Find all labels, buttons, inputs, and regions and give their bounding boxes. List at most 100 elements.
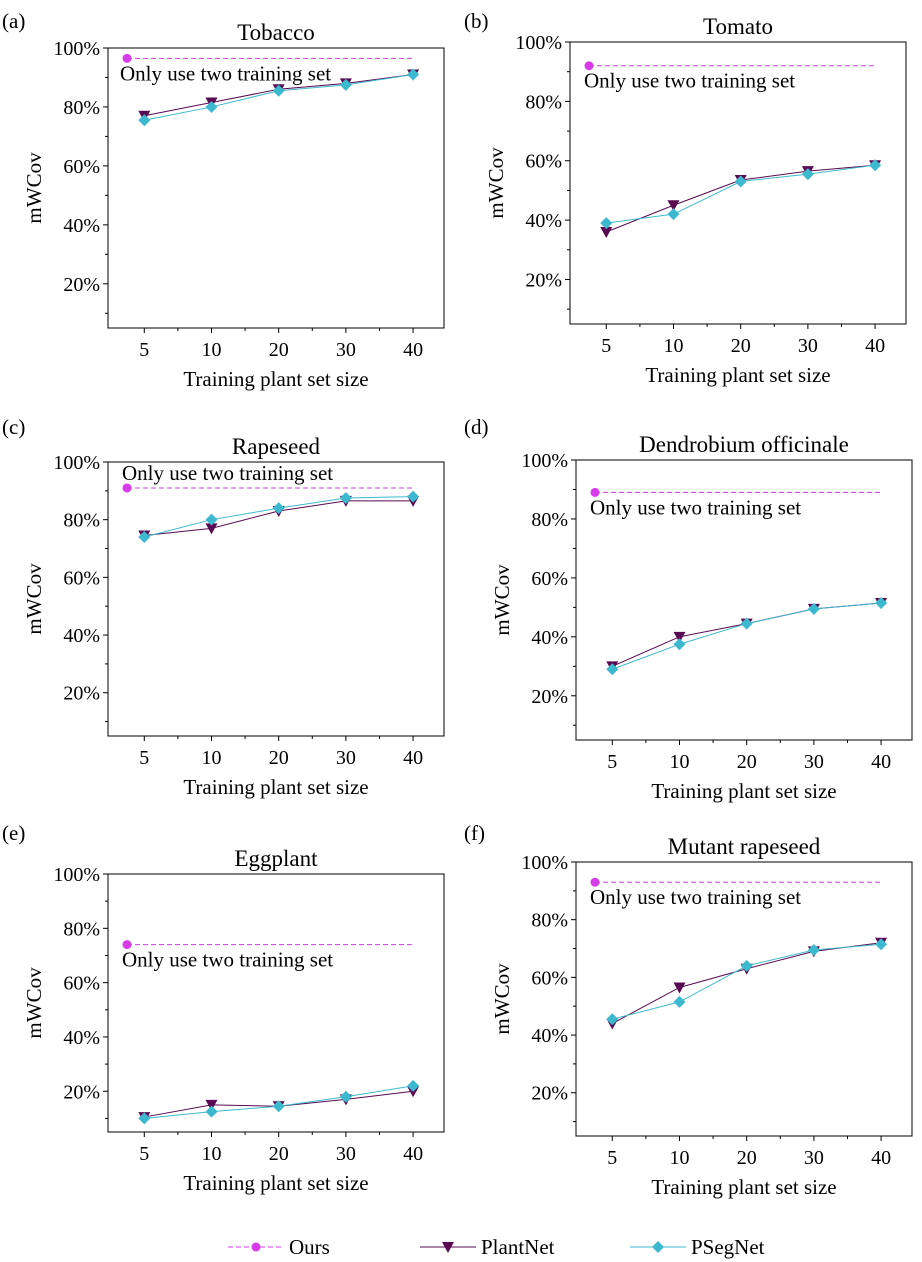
x-tick-label: 10: [201, 747, 221, 769]
psegnet-point: [734, 175, 747, 188]
x-tick-label: 5: [601, 335, 611, 357]
x-axis-label: Training plant set size: [183, 367, 368, 391]
plantnet-point: [673, 631, 686, 643]
legend-marker: [652, 1241, 664, 1253]
y-tick-label: 60%: [531, 568, 568, 590]
x-tick-label: 5: [139, 339, 149, 361]
legend-marker: [442, 1242, 454, 1253]
y-axis-label: mWCov: [22, 152, 46, 224]
y-tick-label: 100%: [53, 452, 100, 474]
panel-title: Tomato: [703, 14, 773, 39]
psegnet-point: [272, 1100, 285, 1113]
legend-label: Ours: [289, 1235, 330, 1259]
psegnet-line: [612, 943, 882, 1020]
y-tick-label: 100%: [53, 38, 100, 60]
y-axis-label: mWCov: [490, 564, 514, 636]
psegnet-point: [606, 1013, 619, 1026]
x-axis-label: Training plant set size: [651, 1175, 836, 1199]
x-tick-label: 40: [871, 751, 891, 773]
x-tick-label: 20: [737, 1147, 757, 1169]
legend-item-plantnet: PlantNet: [420, 1235, 555, 1259]
x-tick-label: 40: [403, 339, 423, 361]
x-tick-label: 30: [336, 747, 356, 769]
psegnet-point: [807, 602, 820, 615]
y-tick-label: 100%: [521, 852, 568, 874]
psegnet-line: [606, 164, 876, 224]
x-tick-label: 5: [607, 1147, 617, 1169]
x-tick-label: 30: [336, 339, 356, 361]
ours-annotation: Only use two training set: [122, 948, 333, 972]
y-tick-label: 100%: [521, 450, 568, 472]
y-tick-label: 60%: [63, 973, 100, 995]
ours-point: [584, 61, 594, 71]
y-tick-label: 20%: [63, 1081, 100, 1103]
y-tick-label: 20%: [63, 683, 100, 705]
psegnet-point: [407, 1079, 420, 1092]
y-tick-label: 60%: [531, 967, 568, 989]
x-tick-label: 20: [269, 339, 289, 361]
psegnet-point: [138, 530, 151, 543]
psegnet-point: [138, 114, 151, 127]
psegnet-point: [339, 492, 352, 505]
panel-eggplant: (e) Eggplant 20% 40% 60% 80% 100% 5 10 20 30 40 Trai…: [2, 821, 445, 1195]
ours-annotation: Only use two training set: [122, 461, 333, 485]
psegnet-point: [407, 68, 420, 81]
x-tick-label: 30: [804, 1147, 824, 1169]
legend: Ours PlantNet PSegNet: [228, 1235, 765, 1259]
ours-point: [122, 483, 132, 493]
x-tick-label: 10: [201, 1143, 221, 1165]
psegnet-point: [600, 217, 613, 230]
y-tick-label: 40%: [63, 1027, 100, 1049]
panel-title: Dendrobium officinale: [639, 432, 849, 457]
legend-label: PSegNet: [691, 1235, 765, 1259]
ours-annotation: Only use two training set: [120, 61, 331, 85]
plantnet-line: [612, 942, 882, 1024]
psegnet-point: [606, 663, 619, 676]
x-tick-label: 40: [865, 335, 885, 357]
panel-tobacco: (a) Tobacco 20% 40% 60% 80% 100% 5 10 20 30 40 Train…: [2, 9, 445, 391]
panel-rapeseed: (c) Rapeseed 20% 40% 60% 80% 100% 5 10 20 30 40 Trai…: [2, 415, 445, 799]
y-tick-label: 20%: [531, 686, 568, 708]
psegnet-point: [138, 1112, 151, 1125]
x-tick-label: 5: [607, 751, 617, 773]
x-tick-label: 20: [737, 751, 757, 773]
x-tick-label: 10: [663, 335, 683, 357]
psegnet-point: [205, 1105, 218, 1118]
psegnet-point: [272, 502, 285, 515]
y-axis-label: mWCov: [484, 147, 508, 219]
panel-label: (a): [2, 9, 25, 33]
x-tick-label: 40: [871, 1147, 891, 1169]
y-tick-label: 80%: [531, 509, 568, 531]
legend-item-ours: Ours: [228, 1235, 330, 1259]
psegnet-point: [272, 84, 285, 97]
ours-point: [590, 877, 600, 887]
y-tick-label: 80%: [531, 910, 568, 932]
y-tick-label: 80%: [525, 91, 562, 113]
y-tick-label: 40%: [63, 215, 100, 237]
plantnet-point: [673, 982, 686, 994]
x-tick-label: 30: [798, 335, 818, 357]
y-axis-label: mWCov: [490, 963, 514, 1035]
panel-title: Tobacco: [237, 20, 315, 45]
ours-point: [122, 53, 132, 63]
plot-frame: [107, 47, 445, 329]
panel-title: Eggplant: [234, 846, 318, 871]
psegnet-point: [673, 995, 686, 1008]
y-tick-label: 80%: [63, 510, 100, 532]
y-tick-label: 40%: [531, 627, 568, 649]
ours-annotation: Only use two training set: [590, 885, 801, 909]
y-tick-label: 20%: [63, 274, 100, 296]
y-tick-label: 60%: [525, 151, 562, 173]
psegnet-point: [339, 1090, 352, 1103]
psegnet-point: [667, 208, 680, 221]
plot-frame: [575, 861, 913, 1137]
x-tick-label: 5: [139, 747, 149, 769]
y-tick-label: 80%: [63, 918, 100, 940]
ours-point: [122, 940, 132, 950]
plantnet-point: [205, 523, 218, 535]
psegnet-point: [407, 490, 420, 503]
y-tick-label: 100%: [53, 864, 100, 886]
x-tick-label: 30: [804, 751, 824, 773]
x-tick-label: 10: [201, 339, 221, 361]
